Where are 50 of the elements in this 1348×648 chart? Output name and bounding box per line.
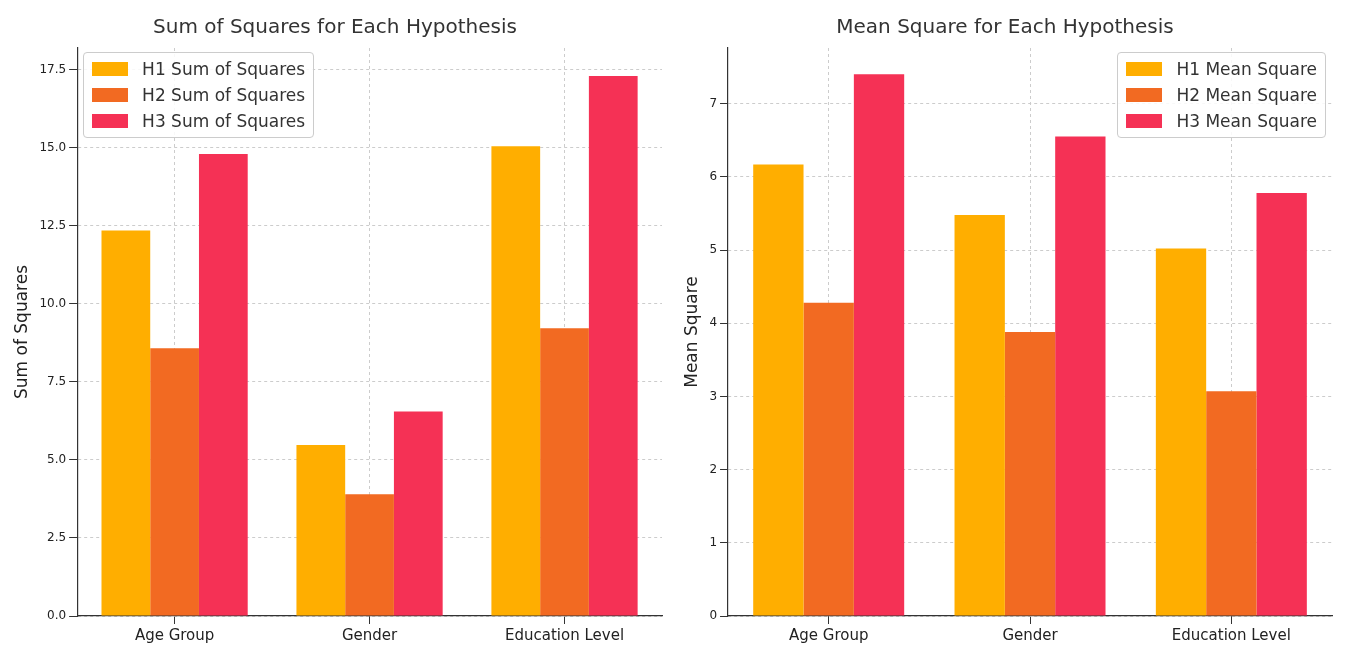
y-tick-label: 6	[709, 168, 718, 183]
legend-label: H2 Mean Square	[1176, 84, 1317, 107]
bar	[753, 164, 804, 616]
y-tick-label: 3	[709, 388, 718, 403]
y-tick-label: 1	[709, 534, 718, 549]
y-tick-label: 7	[709, 95, 718, 110]
bar	[954, 214, 1005, 616]
y-tick-label: 17.5	[39, 61, 67, 76]
bar	[588, 76, 638, 616]
chart-title: Sum of Squares for Each Hypothesis	[153, 14, 517, 39]
x-tick-label: Age Group	[134, 625, 215, 644]
y-tick-label: 5	[709, 242, 718, 257]
bar	[345, 494, 394, 616]
bar	[1155, 248, 1207, 616]
bar	[1004, 332, 1056, 616]
bar	[540, 328, 589, 616]
bar	[393, 411, 443, 616]
bar	[198, 154, 248, 616]
bar	[803, 302, 854, 616]
bar	[1206, 391, 1257, 616]
y-tick-label: 2	[709, 461, 718, 476]
y-tick-label: 12.5	[39, 218, 67, 233]
y-tick-label: 0	[709, 608, 718, 623]
x-tick-label: Gender	[1002, 625, 1059, 644]
y-axis-title: Sum of Squares	[10, 264, 31, 400]
legend-label: H3 Mean Square	[1176, 110, 1317, 133]
y-tick-label: 5.0	[47, 452, 67, 467]
y-tick-label: 4	[709, 315, 718, 330]
bar	[1256, 192, 1307, 616]
legend-label: H3 Sum of Squares	[142, 110, 306, 133]
bar	[853, 74, 905, 616]
chart-title: Mean Square for Each Hypothesis	[836, 14, 1174, 39]
y-tick-label: 0.0	[47, 608, 67, 623]
bar	[491, 146, 541, 616]
y-axis-title: Mean Square	[680, 276, 701, 388]
y-tick-label: 7.5	[47, 374, 67, 389]
x-tick-label: Education Level	[1171, 625, 1291, 644]
bar	[1055, 136, 1106, 616]
y-tick-label: 15.0	[39, 139, 67, 154]
x-tick-label: Education Level	[505, 625, 625, 644]
x-tick-label: Age Group	[788, 625, 869, 644]
bar	[101, 230, 151, 616]
legend-label: H2 Sum of Squares	[142, 84, 306, 107]
x-tick-label: Gender	[341, 625, 399, 644]
y-tick-label: 10.0	[39, 296, 67, 311]
legend-label: H1 Mean Square	[1176, 58, 1317, 81]
legend-label: H1 Sum of Squares	[142, 58, 306, 81]
y-tick-label: 2.5	[47, 530, 67, 545]
bar	[296, 444, 346, 616]
bar	[150, 348, 199, 616]
